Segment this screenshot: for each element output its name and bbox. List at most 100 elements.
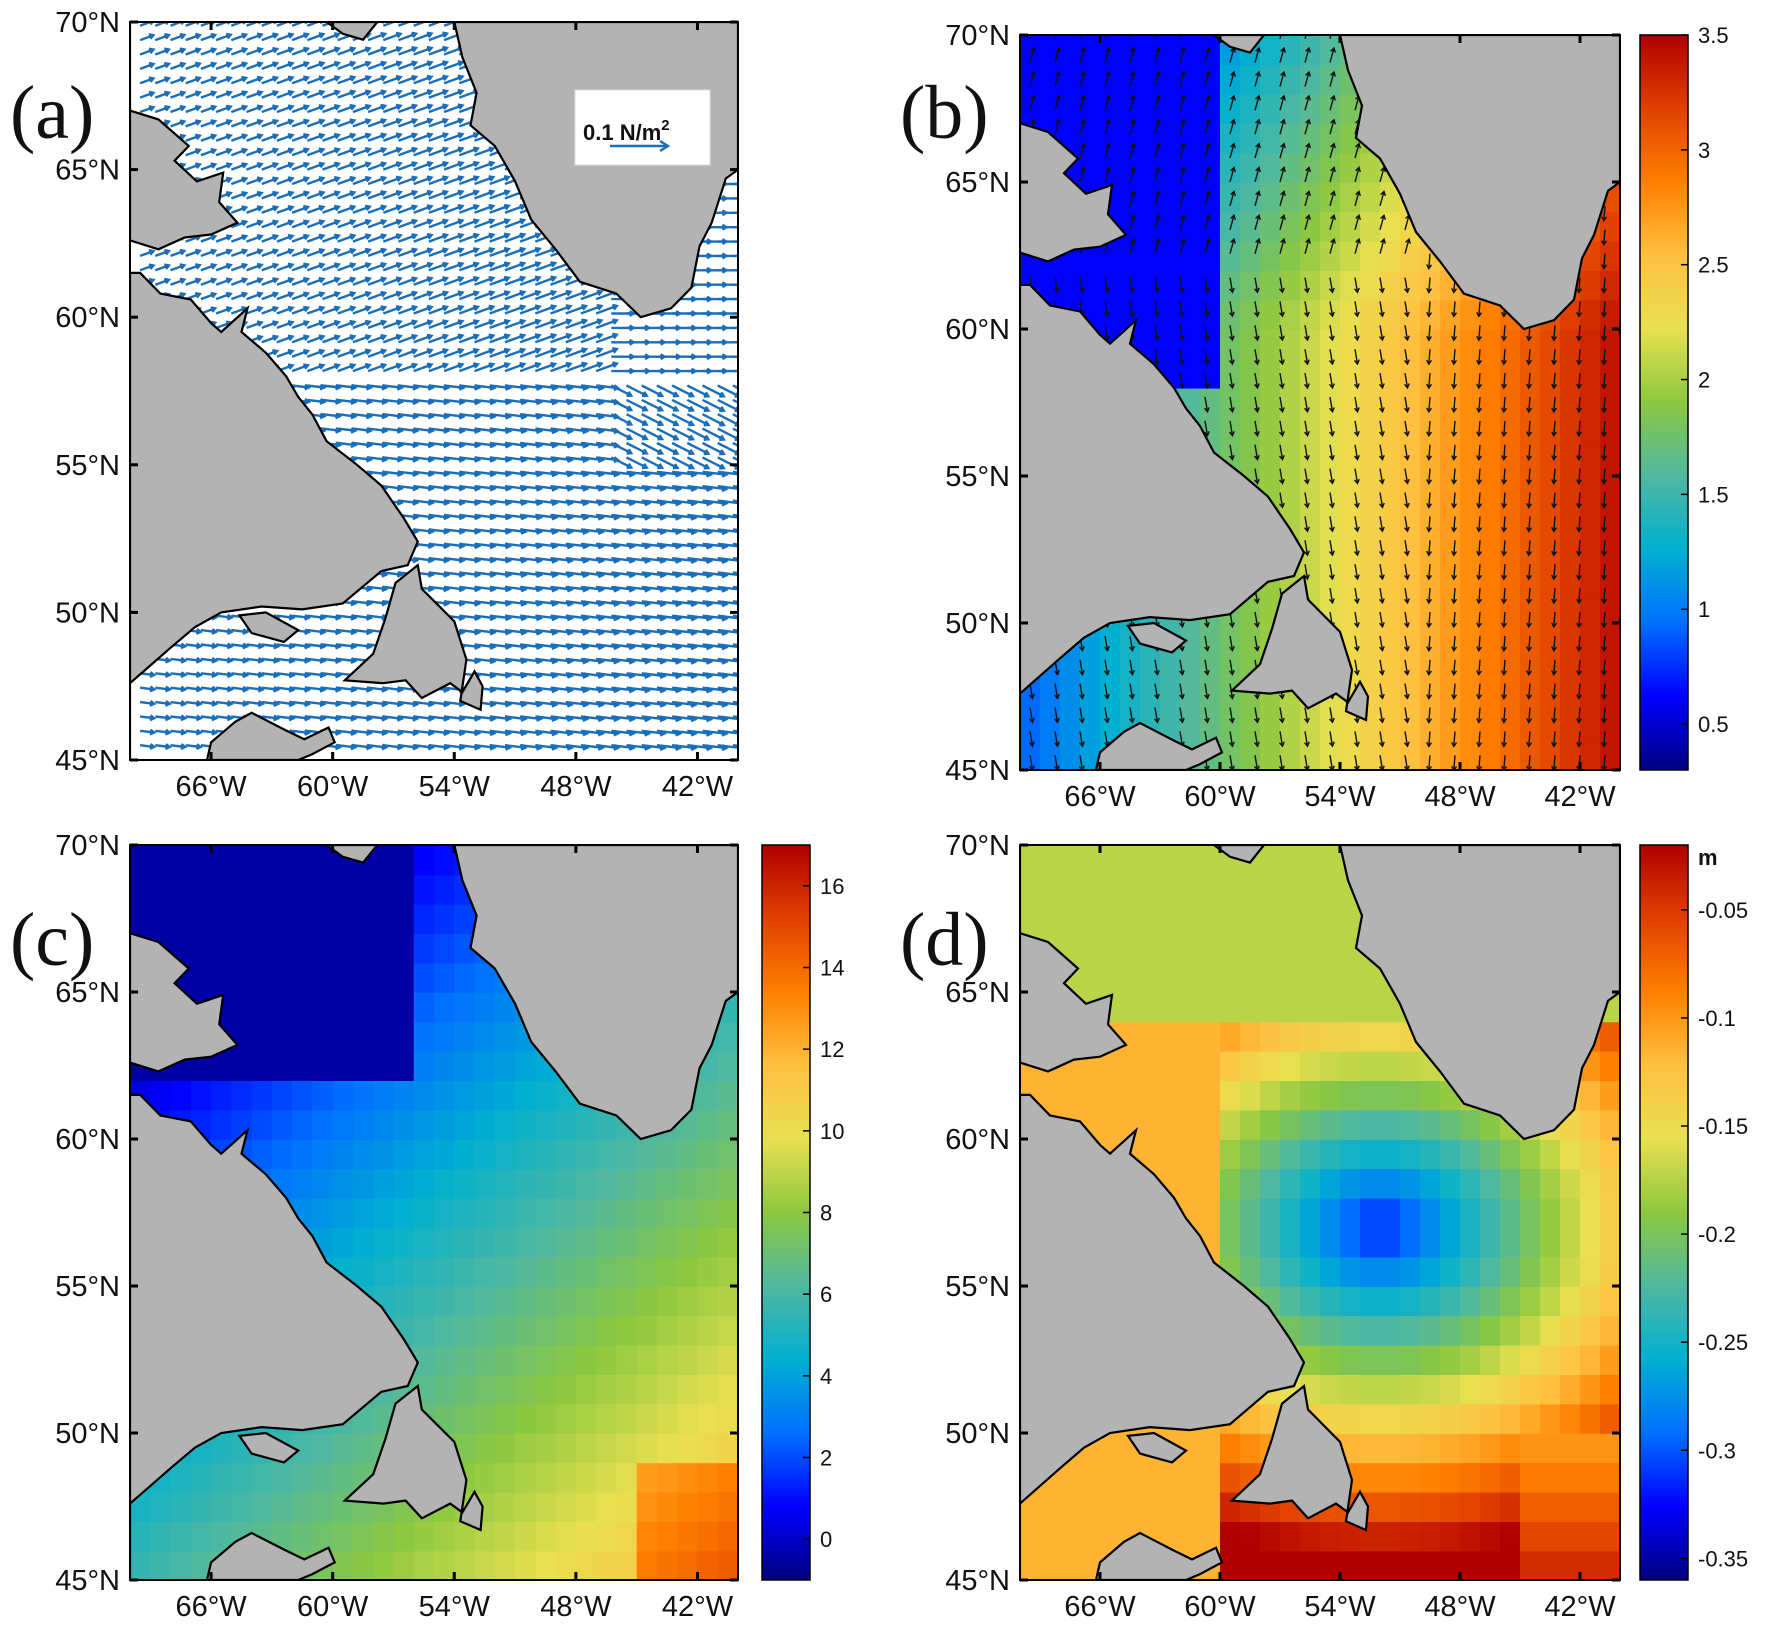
lat-tick-label: 45°N bbox=[55, 745, 120, 777]
colorbar-tick-label: 6 bbox=[820, 1282, 832, 1307]
lat-tick-label: 65°N bbox=[55, 155, 120, 187]
lon-tick-label: 42°W bbox=[1544, 1591, 1616, 1623]
colorbar-tick-label: -0.2 bbox=[1698, 1222, 1736, 1247]
lon-tick-label: 54°W bbox=[1304, 1591, 1376, 1623]
land-baffin bbox=[1020, 845, 1128, 1073]
lat-tick-label: 65°N bbox=[945, 167, 1010, 199]
colorbar-tick-label: 1.5 bbox=[1698, 482, 1729, 507]
land-labrador bbox=[130, 271, 420, 760]
map-area-c bbox=[130, 845, 738, 1580]
lon-tick-label: 42°W bbox=[1544, 781, 1616, 813]
lat-tick-label: 60°N bbox=[945, 314, 1010, 346]
colorbar-tick-label: 2 bbox=[1698, 368, 1710, 393]
land-greenland bbox=[1338, 845, 1620, 1141]
land-labrador bbox=[1020, 283, 1306, 770]
lat-tick-label: 50°N bbox=[55, 1418, 120, 1450]
map-frame bbox=[129, 21, 739, 761]
lon-tick-label: 48°W bbox=[1424, 1591, 1496, 1623]
lat-tick-label: 50°N bbox=[945, 608, 1010, 640]
lon-tick-label: 42°W bbox=[662, 771, 734, 803]
lat-tick-label: 60°N bbox=[55, 1124, 120, 1156]
land-newfoundland bbox=[1229, 1383, 1370, 1532]
lat-tick-label: 45°N bbox=[55, 1565, 120, 1597]
colorbar-c: 16 14 12 10 8 6 4 2 0 bbox=[761, 844, 844, 1581]
colorbar-tick-label: 14 bbox=[820, 956, 844, 981]
lon-tick-label: 54°W bbox=[1304, 781, 1376, 813]
panel-label-d: (d) bbox=[900, 898, 989, 982]
colorbar-tick-label: 2.5 bbox=[1698, 253, 1729, 278]
lat-tick-label: 70°N bbox=[945, 20, 1010, 52]
colorbar-tick-label: 12 bbox=[820, 1037, 844, 1062]
scale-arrow bbox=[610, 139, 671, 153]
map-frame bbox=[1019, 844, 1621, 1581]
lat-tick-label: 60°N bbox=[945, 1124, 1010, 1156]
colorbar-tick-label: 1 bbox=[1698, 597, 1710, 622]
lon-tick-label: 60°W bbox=[297, 1591, 369, 1623]
lon-tick-label: 42°W bbox=[662, 1591, 734, 1623]
colorbar-gradient bbox=[1639, 844, 1689, 1581]
panel-d: 66°W 60°W 54°W 48°W 42°W 45°N 50°N 55°N 60°N 65°N… bbox=[900, 830, 1748, 1623]
lat-tick-label: 65°N bbox=[945, 977, 1010, 1009]
land-gaspe-island bbox=[1126, 621, 1188, 654]
land-gaspe-island bbox=[237, 611, 301, 644]
land-gaspe-island bbox=[237, 1431, 301, 1464]
colorbar-b: 3.5 3 2.5 2 1.5 1 0.5 bbox=[1639, 23, 1729, 771]
colorbar-tick-label: 0.5 bbox=[1698, 712, 1729, 737]
lon-tick-label: 48°W bbox=[540, 1591, 612, 1623]
lat-tick-label: 55°N bbox=[945, 1271, 1010, 1303]
land-nova-scotia bbox=[205, 1531, 337, 1580]
map-frame bbox=[129, 844, 739, 1581]
land-greenland bbox=[453, 845, 738, 1141]
scale-arrow-box: 0.1 N/m2 bbox=[574, 89, 711, 166]
lat-tick-label: 50°N bbox=[55, 597, 120, 629]
panel-label-c: (c) bbox=[10, 898, 94, 982]
colorbar-d: -0.05 -0.1 -0.15 -0.2 -0.25 -0.3 -0.35 m bbox=[1639, 844, 1748, 1581]
colorbar-tick-label: -0.3 bbox=[1698, 1438, 1736, 1463]
lat-tick-label: 70°N bbox=[945, 830, 1010, 862]
land-newfoundland bbox=[342, 563, 484, 712]
colorbar-tick-label: -0.1 bbox=[1698, 1006, 1736, 1031]
land-nova-scotia bbox=[205, 711, 337, 760]
land-disko-region bbox=[1212, 845, 1266, 864]
lon-tick-label: 66°W bbox=[175, 1591, 247, 1623]
lat-tick-label: 45°N bbox=[945, 755, 1010, 787]
lat-tick-label: 70°N bbox=[55, 7, 120, 39]
land-gaspe-island bbox=[1126, 1431, 1188, 1464]
colorbar-tick-label: 4 bbox=[820, 1364, 832, 1389]
lon-tick-label: 48°W bbox=[1424, 781, 1496, 813]
colorbar-tick-label: 16 bbox=[820, 874, 844, 899]
lon-tick-label: 66°W bbox=[175, 771, 247, 803]
colorbar-tick-label: 8 bbox=[820, 1201, 832, 1226]
lat-tick-label: 60°N bbox=[55, 302, 120, 334]
colorbar-tick-label: -0.25 bbox=[1698, 1330, 1748, 1355]
land-baffin bbox=[1020, 35, 1128, 263]
land bbox=[1020, 35, 1620, 770]
lat-tick-label: 55°N bbox=[55, 450, 120, 482]
colorbar-gradient bbox=[761, 844, 811, 1581]
panel-label-b: (b) bbox=[900, 71, 989, 155]
colorbar-tick-label: 3.5 bbox=[1698, 23, 1729, 48]
land bbox=[1020, 845, 1620, 1580]
land-baffin bbox=[130, 845, 240, 1073]
colorbar-unit: m bbox=[1698, 845, 1718, 870]
lat-tick-label: 45°N bbox=[945, 1565, 1010, 1597]
colorbar-tick-label: 3 bbox=[1698, 138, 1710, 163]
lat-tick-label: 70°N bbox=[55, 830, 120, 862]
panel-label-a: (a) bbox=[10, 71, 94, 155]
land-labrador bbox=[1020, 1093, 1306, 1580]
lon-tick-label: 60°W bbox=[1184, 781, 1256, 813]
land-baffin bbox=[130, 22, 240, 251]
land-labrador bbox=[130, 1093, 420, 1580]
lat-tick-label: 65°N bbox=[55, 977, 120, 1009]
lon-tick-label: 54°W bbox=[419, 771, 491, 803]
colorbar-tick-label: -0.05 bbox=[1698, 898, 1748, 923]
panel-a: 66°W 60°W 54°W 48°W 42°W 45°N 50°N 55°N 60°N 65°N… bbox=[10, 7, 739, 803]
lon-tick-label: 66°W bbox=[1064, 1591, 1136, 1623]
land-nova-scotia bbox=[1094, 1531, 1224, 1580]
land-disko-region bbox=[324, 845, 379, 864]
land-newfoundland bbox=[1229, 573, 1370, 722]
lon-tick-label: 60°W bbox=[297, 771, 369, 803]
land-newfoundland bbox=[342, 1383, 484, 1532]
colorbar-gradient bbox=[1639, 34, 1689, 771]
